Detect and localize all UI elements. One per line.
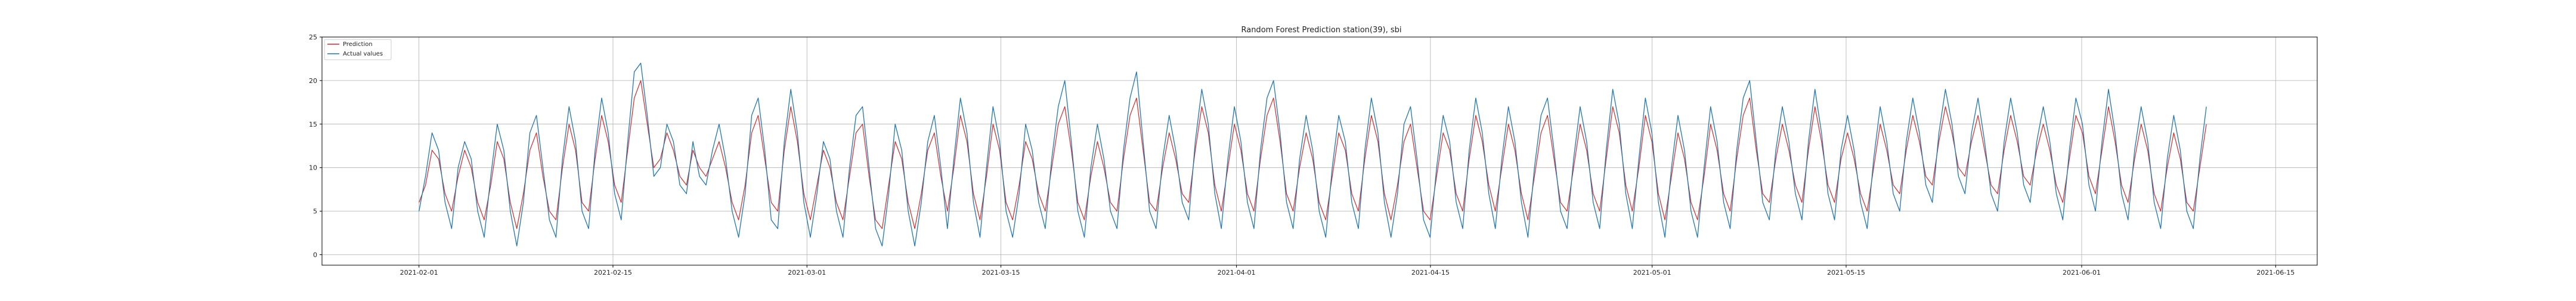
y-tick-label: 5 bbox=[313, 208, 317, 216]
series-line-actual-values bbox=[419, 63, 2207, 247]
y-axis: 0 5 10 15 20 25 bbox=[309, 33, 322, 259]
x-tick-label: 2021-02-01 bbox=[400, 269, 438, 277]
x-tick-label: 2021-06-01 bbox=[2063, 269, 2101, 277]
x-tick-label: 2021-03-01 bbox=[788, 269, 826, 277]
y-tick-label: 20 bbox=[309, 77, 317, 85]
series-layer bbox=[419, 63, 2207, 247]
legend: Prediction Actual values bbox=[324, 39, 392, 60]
plot-frame bbox=[321, 36, 2318, 266]
series-line-prediction bbox=[419, 80, 2207, 229]
x-tick-label: 2021-02-15 bbox=[594, 269, 632, 277]
x-tick-label: 2021-03-15 bbox=[982, 269, 1020, 277]
x-tick-label: 2021-06-15 bbox=[2256, 269, 2295, 277]
legend-box bbox=[324, 39, 392, 60]
x-tick-label: 2021-04-01 bbox=[1218, 269, 1256, 277]
y-tick-label: 15 bbox=[309, 121, 317, 128]
y-tick-label: 10 bbox=[309, 164, 317, 172]
x-tick-label: 2021-04-15 bbox=[1411, 269, 1450, 277]
chart-title: Random Forest Prediction station(39), sb… bbox=[1241, 26, 1401, 35]
x-tick-label: 2021-05-15 bbox=[1827, 269, 1865, 277]
legend-label-actual: Actual values bbox=[343, 51, 383, 57]
grid bbox=[322, 36, 2317, 265]
x-axis: 2021-02-01 2021-02-15 2021-03-01 2021-03-15… bbox=[400, 265, 2295, 277]
y-tick-label: 25 bbox=[309, 33, 317, 41]
legend-label-prediction: Prediction bbox=[343, 41, 373, 48]
x-tick-label: 2021-05-01 bbox=[1633, 269, 1671, 277]
y-tick-label: 0 bbox=[313, 251, 317, 259]
